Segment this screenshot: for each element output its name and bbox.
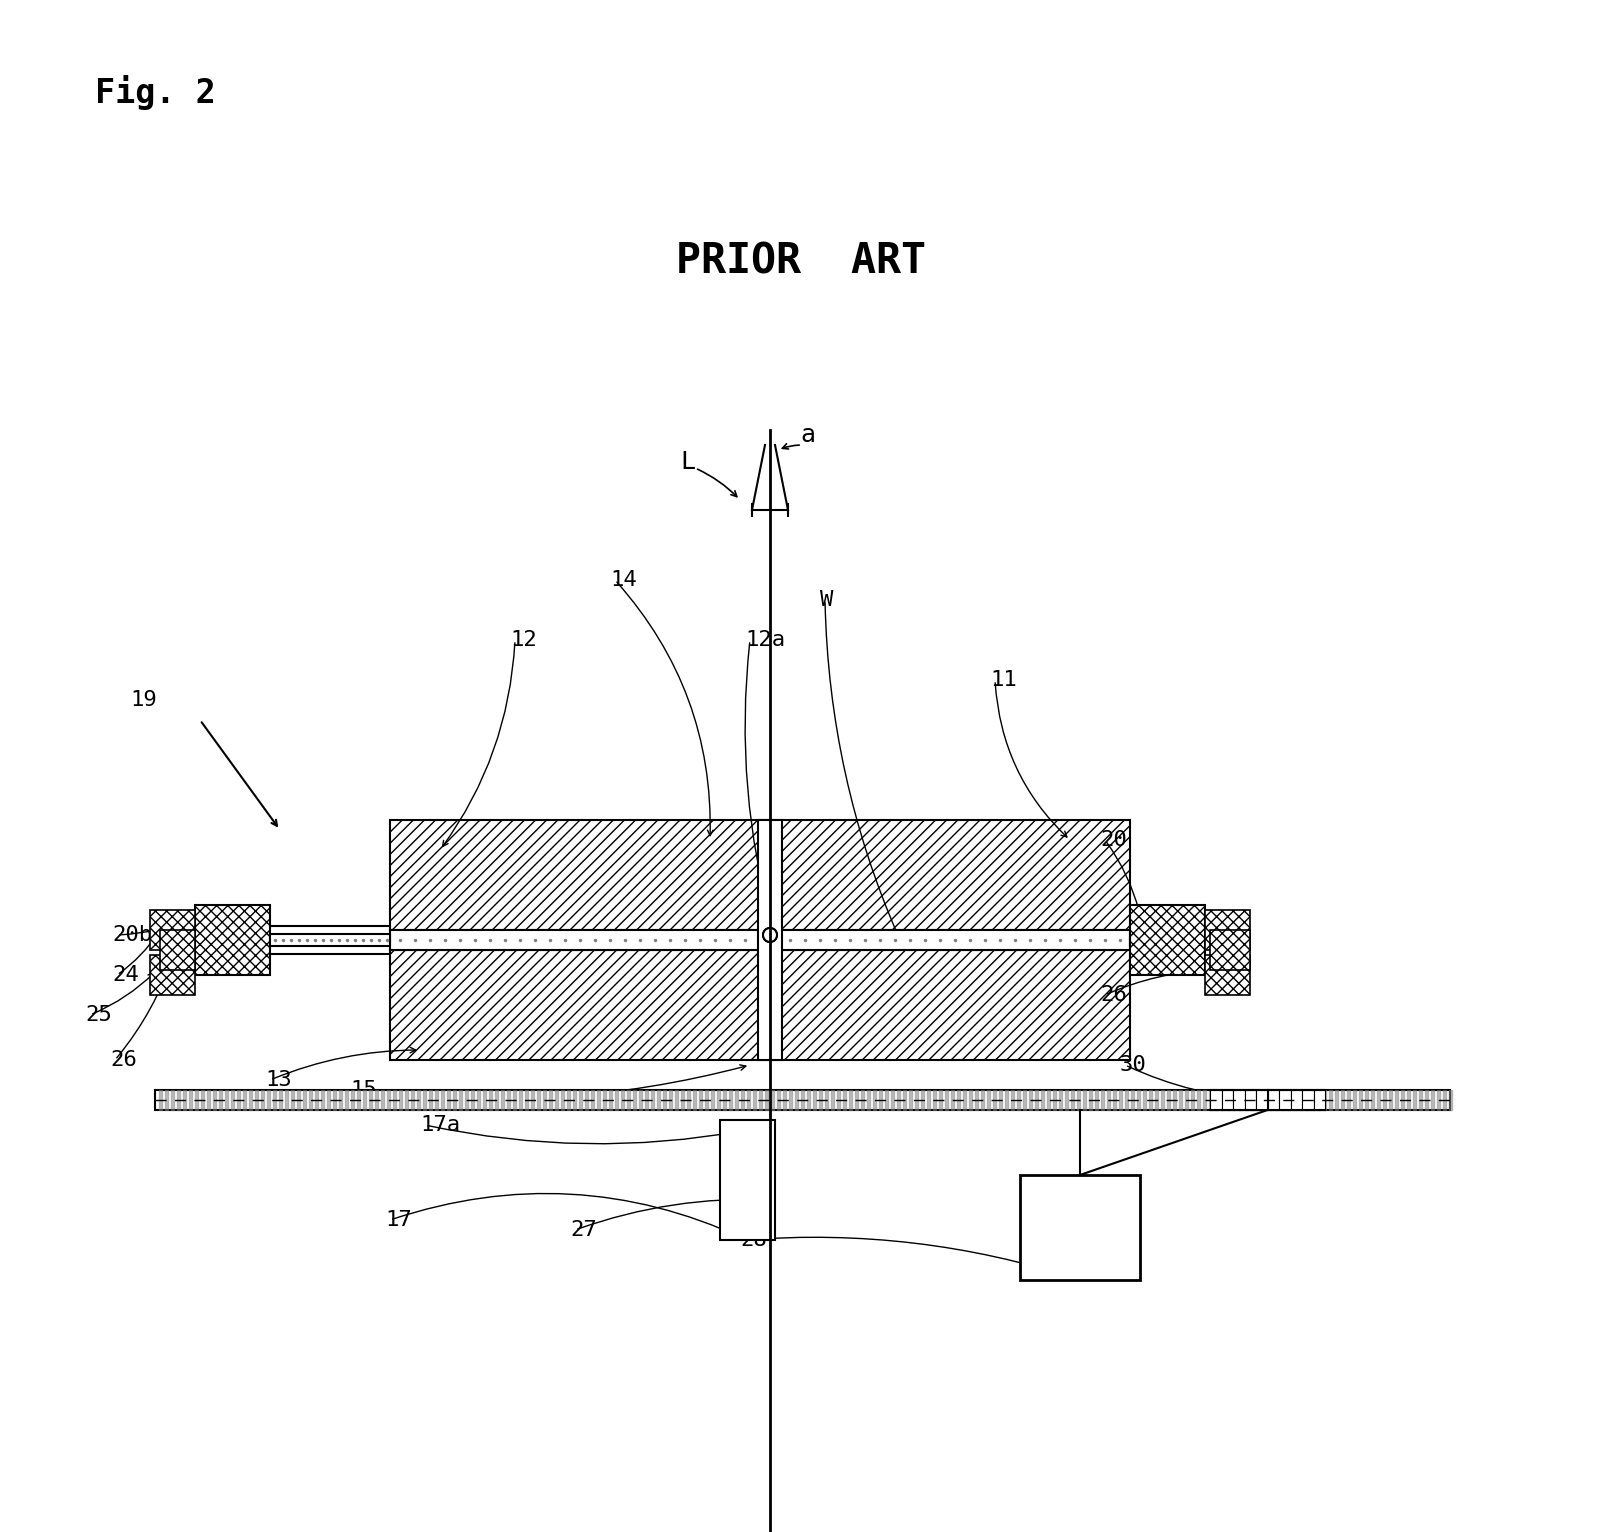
Text: 12a: 12a xyxy=(745,630,785,650)
Text: 29: 29 xyxy=(1069,1210,1096,1230)
Bar xyxy=(390,820,1130,930)
Bar xyxy=(758,820,782,1060)
Text: 20b: 20b xyxy=(112,925,152,945)
Bar xyxy=(1313,1089,1326,1111)
Bar xyxy=(269,935,390,945)
Bar xyxy=(1244,1089,1257,1111)
Text: 28: 28 xyxy=(741,1230,766,1250)
Bar xyxy=(720,1120,774,1239)
Circle shape xyxy=(763,928,777,942)
Text: 25: 25 xyxy=(85,1005,112,1025)
Text: 12: 12 xyxy=(510,630,537,650)
Bar xyxy=(1268,1089,1279,1111)
Bar xyxy=(160,930,196,970)
Bar xyxy=(1233,1089,1244,1111)
Bar xyxy=(390,950,1130,1060)
Bar xyxy=(155,1089,1451,1111)
Bar xyxy=(1205,910,1250,950)
Text: 25a: 25a xyxy=(1100,935,1140,954)
Bar xyxy=(151,954,196,994)
Circle shape xyxy=(763,928,777,942)
Text: 20: 20 xyxy=(1100,830,1127,850)
Text: 15: 15 xyxy=(349,1080,377,1100)
Bar xyxy=(1279,1089,1290,1111)
Bar xyxy=(196,905,269,974)
Text: 26: 26 xyxy=(1100,985,1127,1005)
Bar xyxy=(1020,1175,1140,1281)
Text: 13: 13 xyxy=(264,1069,292,1089)
Bar xyxy=(1210,930,1250,970)
Text: 11: 11 xyxy=(991,669,1016,689)
Bar xyxy=(1302,1089,1313,1111)
Text: a: a xyxy=(800,423,814,447)
Text: 17a: 17a xyxy=(420,1115,460,1135)
Bar xyxy=(151,910,196,950)
Text: 27: 27 xyxy=(571,1219,596,1239)
Bar xyxy=(1257,1089,1268,1111)
Bar xyxy=(390,930,1130,950)
Text: W: W xyxy=(821,590,834,610)
Text: Fig. 2: Fig. 2 xyxy=(95,75,216,110)
Bar xyxy=(1210,1089,1221,1111)
Text: 14: 14 xyxy=(611,570,636,590)
Text: PRIOR  ART: PRIOR ART xyxy=(676,241,927,282)
Bar xyxy=(1290,1089,1302,1111)
Bar xyxy=(1221,1089,1233,1111)
Text: 30: 30 xyxy=(1120,1056,1146,1075)
Bar xyxy=(1130,905,1205,974)
Bar xyxy=(1205,954,1250,994)
Text: 24: 24 xyxy=(112,965,139,985)
Text: L: L xyxy=(680,450,696,473)
Text: 17: 17 xyxy=(385,1210,412,1230)
Text: 19: 19 xyxy=(130,689,157,709)
Text: 26: 26 xyxy=(111,1049,136,1069)
